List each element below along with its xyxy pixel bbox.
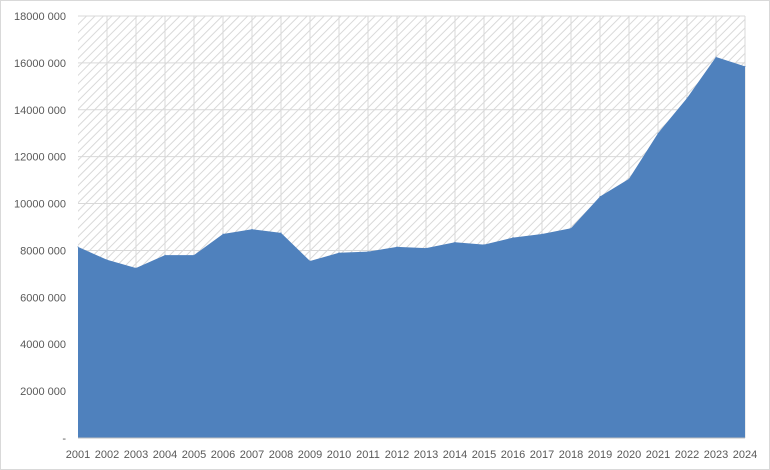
y-tick-label-4: 8000 000 <box>20 245 66 257</box>
x-tick-label-2017: 2017 <box>530 449 554 461</box>
x-tick-label-2018: 2018 <box>559 449 583 461</box>
data-point-2001 <box>77 246 79 248</box>
x-tick-label-2006: 2006 <box>211 449 235 461</box>
data-point-2013 <box>425 247 427 249</box>
data-point-2006 <box>222 233 224 235</box>
data-point-2023 <box>715 56 717 58</box>
y-tick-label-2: 4000 000 <box>20 339 66 351</box>
data-point-2015 <box>483 244 485 246</box>
y-tick-label-5: 10000 000 <box>14 199 66 211</box>
data-point-2005 <box>193 254 195 256</box>
x-tick-label-2024: 2024 <box>733 449 757 461</box>
data-point-2004 <box>164 254 166 256</box>
x-tick-label-2022: 2022 <box>675 449 699 461</box>
x-tick-label-2014: 2014 <box>443 449 467 461</box>
x-tick-label-2003: 2003 <box>124 449 148 461</box>
x-tick-label-2008: 2008 <box>269 449 293 461</box>
data-point-2016 <box>512 237 514 239</box>
x-tick-label-2023: 2023 <box>704 449 728 461</box>
data-point-2012 <box>396 246 398 248</box>
y-tick-label-3: 6000 000 <box>20 292 66 304</box>
data-point-2010 <box>338 252 340 254</box>
x-tick-label-2016: 2016 <box>501 449 525 461</box>
x-tick-label-2013: 2013 <box>414 449 438 461</box>
data-point-2020 <box>628 178 630 180</box>
data-point-2017 <box>541 233 543 235</box>
y-tick-label-8: 16000 000 <box>14 58 66 70</box>
y-tick-label-9: 18000 000 <box>14 11 66 23</box>
data-point-2022 <box>686 97 688 99</box>
y-tick-label-7: 14000 000 <box>14 105 66 117</box>
data-point-2019 <box>599 196 601 198</box>
y-tick-label-0: - <box>62 433 66 445</box>
x-tick-label-2015: 2015 <box>472 449 496 461</box>
data-point-2009 <box>309 260 311 262</box>
y-tick-label-6: 12000 000 <box>14 152 66 164</box>
data-point-2021 <box>657 132 659 134</box>
x-tick-label-2011: 2011 <box>356 449 380 461</box>
x-tick-label-2012: 2012 <box>385 449 409 461</box>
data-point-2014 <box>454 241 456 243</box>
data-point-2024 <box>744 65 746 67</box>
y-tick-label-1: 2000 000 <box>20 386 66 398</box>
area-series <box>78 57 745 438</box>
data-point-2002 <box>106 259 108 261</box>
x-tick-label-2020: 2020 <box>617 449 641 461</box>
data-point-2007 <box>251 228 253 230</box>
data-point-2011 <box>367 251 369 253</box>
data-point-2018 <box>570 227 572 229</box>
x-tick-label-2002: 2002 <box>95 449 119 461</box>
data-point-2008 <box>280 232 282 234</box>
x-tick-label-2004: 2004 <box>153 449 177 461</box>
x-tick-label-2009: 2009 <box>298 449 322 461</box>
data-point-2003 <box>135 267 137 269</box>
x-tick-label-2007: 2007 <box>240 449 264 461</box>
x-tick-label-2001: 2001 <box>66 449 90 461</box>
x-tick-label-2010: 2010 <box>327 449 351 461</box>
x-tick-label-2005: 2005 <box>182 449 206 461</box>
x-tick-label-2021: 2021 <box>646 449 670 461</box>
x-tick-label-2019: 2019 <box>588 449 612 461</box>
